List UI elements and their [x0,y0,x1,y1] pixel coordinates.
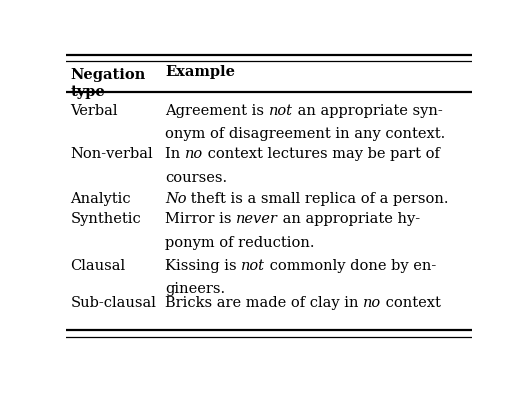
Text: no: no [363,295,381,309]
Text: In: In [165,147,185,161]
Text: gineers.: gineers. [165,281,225,295]
Text: courses.: courses. [165,170,227,184]
Text: an appropriate hy-: an appropriate hy- [278,212,420,226]
Text: Kissing is: Kissing is [165,258,241,272]
Text: context: context [381,295,441,309]
Text: onym of disagreement in any context.: onym of disagreement in any context. [165,127,445,141]
Text: Mirror is: Mirror is [165,212,236,226]
Text: Synthetic: Synthetic [70,212,141,226]
Text: ponym of reduction.: ponym of reduction. [165,235,314,249]
Text: Agreement is: Agreement is [165,104,269,117]
Text: No: No [165,192,187,206]
Text: theft is a small replica of a person.: theft is a small replica of a person. [187,192,449,206]
Text: context lectures may be part of: context lectures may be part of [203,147,440,161]
Text: an appropriate syn-: an appropriate syn- [292,104,442,117]
Text: not: not [241,258,265,272]
Text: Example: Example [165,65,235,79]
Text: Analytic: Analytic [70,192,131,206]
Text: Bricks are made of clay in: Bricks are made of clay in [165,295,363,309]
Text: Sub-clausal: Sub-clausal [70,295,156,309]
Text: never: never [236,212,278,226]
Text: commonly done by en-: commonly done by en- [265,258,436,272]
Text: Verbal: Verbal [70,104,118,117]
Text: Clausal: Clausal [70,258,126,272]
Text: no: no [185,147,203,161]
Text: not: not [269,104,292,117]
Text: Non-verbal: Non-verbal [70,147,153,161]
Text: Negation
type: Negation type [70,68,146,99]
